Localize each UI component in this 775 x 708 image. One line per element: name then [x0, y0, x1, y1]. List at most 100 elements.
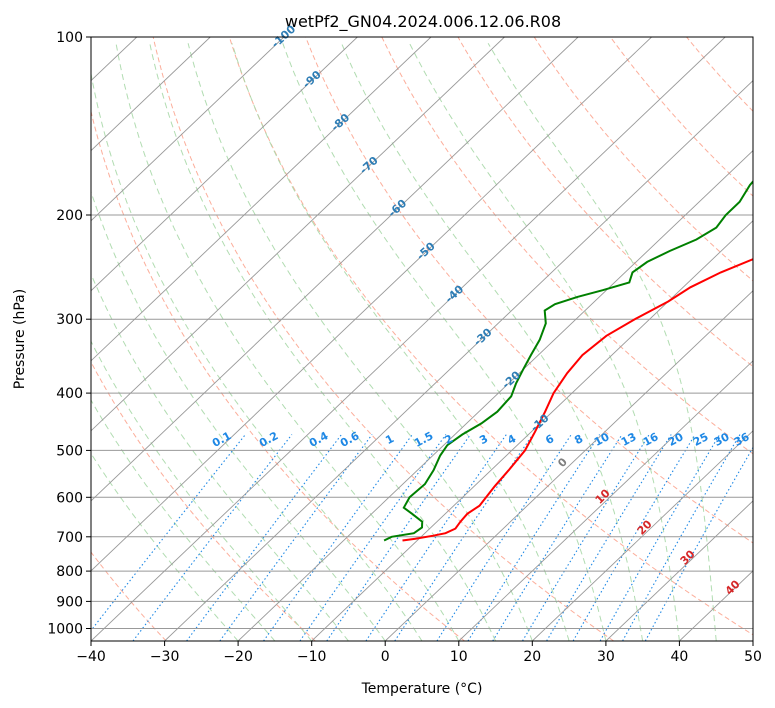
- chart-title: wetPf2_GN04.2024.006.12.06.R08: [285, 12, 561, 32]
- x-tick-label: 20: [523, 649, 541, 665]
- dry-adiabat-line: [91, 361, 316, 641]
- y-tick-label: 400: [56, 386, 83, 402]
- mixing-ratio-label: 6: [543, 432, 556, 447]
- dry-adiabat-line: [457, 37, 753, 368]
- isotherm-line: [531, 430, 753, 641]
- isotherm-line: [384, 290, 753, 641]
- x-axis-title: Temperature (°C): [361, 681, 483, 697]
- mixing-ratio-line: [467, 434, 601, 641]
- isotherm-line: [91, 37, 652, 572]
- x-tick-label: 50: [744, 649, 762, 665]
- dry-adiabat-line: [381, 37, 753, 455]
- isotherm-line: [237, 149, 753, 641]
- background-lines: [0, 37, 775, 641]
- isotherm-line: [91, 37, 432, 362]
- y-tick-label: 700: [56, 530, 83, 546]
- mixing-ratio-label: 10: [592, 430, 612, 449]
- moist-adiabat-line: [91, 71, 423, 641]
- mixing-ratio-line: [299, 434, 447, 641]
- mixing-ratio-label: 25: [691, 430, 711, 449]
- mixing-ratio-line: [492, 434, 623, 641]
- y-tick-label: 200: [56, 208, 83, 224]
- mixing-ratio-label: 1.5: [412, 429, 435, 450]
- isotherm-line: [752, 640, 753, 641]
- moist-adiabat-line: [409, 43, 680, 641]
- mixing-ratio-line: [132, 434, 293, 641]
- mixing-ratio-label: 0.2: [257, 429, 280, 450]
- dry-adiabat-line: [305, 37, 753, 544]
- moist-adiabat-label: 10: [593, 486, 613, 506]
- mixing-ratio-label: 8: [572, 432, 585, 447]
- moist-adiabat-line: [91, 399, 276, 641]
- isotherm-line: [0, 37, 63, 641]
- isotherm-line: [164, 79, 753, 641]
- x-tick-label: 40: [670, 649, 688, 665]
- mixing-ratio-line: [186, 434, 342, 641]
- dry-adiabat-line: [91, 109, 465, 641]
- mixing-ratio-line: [644, 446, 753, 641]
- dry-adiabat-line: [533, 37, 753, 282]
- moist-adiabat-line: [91, 272, 349, 641]
- data-series: [383, 179, 753, 542]
- x-tick-label: −30: [150, 649, 180, 665]
- axes: −40 −30 −20 −10 0 10 20 30 40 5010009008007006005…: [47, 30, 762, 665]
- x-tick-label: 10: [450, 649, 468, 665]
- mixing-ratio-label: 20: [666, 430, 686, 449]
- mixing-ratio-label: 0.1: [210, 429, 233, 450]
- moist-adiabat-label: 30: [678, 547, 698, 567]
- mixing-ratio-line: [522, 434, 650, 641]
- moist-adiabat-label: 20: [635, 517, 655, 537]
- moist-adiabat-label: 0: [555, 455, 570, 470]
- y-tick-label: 900: [56, 594, 83, 610]
- y-tick-label: 300: [56, 312, 83, 328]
- moist-adiabat-line: [91, 340, 313, 641]
- isotherm-line: [91, 37, 505, 432]
- moist-adiabat-line: [91, 452, 239, 641]
- dry-adiabat-line: [609, 37, 753, 197]
- y-tick-label: 500: [56, 443, 83, 459]
- isotherm-line: [311, 220, 753, 641]
- mixing-ratio-label: 3: [477, 432, 490, 447]
- moist-adiabat-line: [487, 43, 717, 641]
- y-tick-label: 100: [56, 30, 83, 46]
- moist-adiabat-line: [341, 43, 644, 641]
- mixing-ratio-label: 1: [383, 432, 396, 447]
- dry-adiabat-line: [228, 37, 753, 636]
- mixing-ratio-label: 4: [505, 432, 518, 447]
- y-tick-label: 1000: [47, 622, 83, 638]
- plot-frame: [90, 36, 754, 642]
- x-tick-label: −20: [223, 649, 253, 665]
- isotherm-line: [458, 360, 753, 641]
- x-tick-label: 30: [597, 649, 615, 665]
- moist-adiabat-line: [149, 43, 497, 641]
- moist-adiabat-line: [231, 43, 570, 641]
- mixing-ratio-line: [546, 434, 672, 641]
- y-axis-title: Pressure (hPa): [12, 289, 28, 389]
- mixing-ratio-line: [91, 434, 246, 632]
- isotherm-line: [679, 570, 753, 641]
- y-tick-label: 600: [56, 490, 83, 506]
- x-tick-label: −10: [297, 649, 327, 665]
- isotherm-line: [91, 37, 579, 502]
- mixing-ratio-label: 36: [732, 430, 752, 449]
- moist-adiabat-line: [115, 43, 460, 641]
- mixing-ratio-label: 13: [619, 430, 639, 449]
- isotherm-line: [91, 37, 358, 292]
- mixing-ratio-line: [572, 434, 696, 641]
- dry-adiabat-line: [152, 37, 614, 641]
- moist-adiabat-line: [91, 190, 386, 641]
- mixing-ratio-line: [326, 434, 471, 641]
- moist-adiabat-line: [187, 43, 533, 641]
- x-tick-label: −40: [76, 649, 106, 665]
- isotherm-line: [91, 37, 285, 222]
- mixing-ratio-line: [219, 434, 373, 641]
- dry-adiabat-line: [686, 37, 753, 112]
- mixing-ratio-label: 0.6: [338, 429, 362, 450]
- mixing-ratio-line: [599, 434, 721, 641]
- moist-adiabat-line: [282, 43, 607, 641]
- mixing-ratio-line: [436, 434, 572, 641]
- x-tick-label: 0: [381, 649, 390, 665]
- dry-adiabat-line: [763, 37, 775, 641]
- isotherm-line: [91, 37, 211, 152]
- y-tick-label: 800: [56, 564, 83, 580]
